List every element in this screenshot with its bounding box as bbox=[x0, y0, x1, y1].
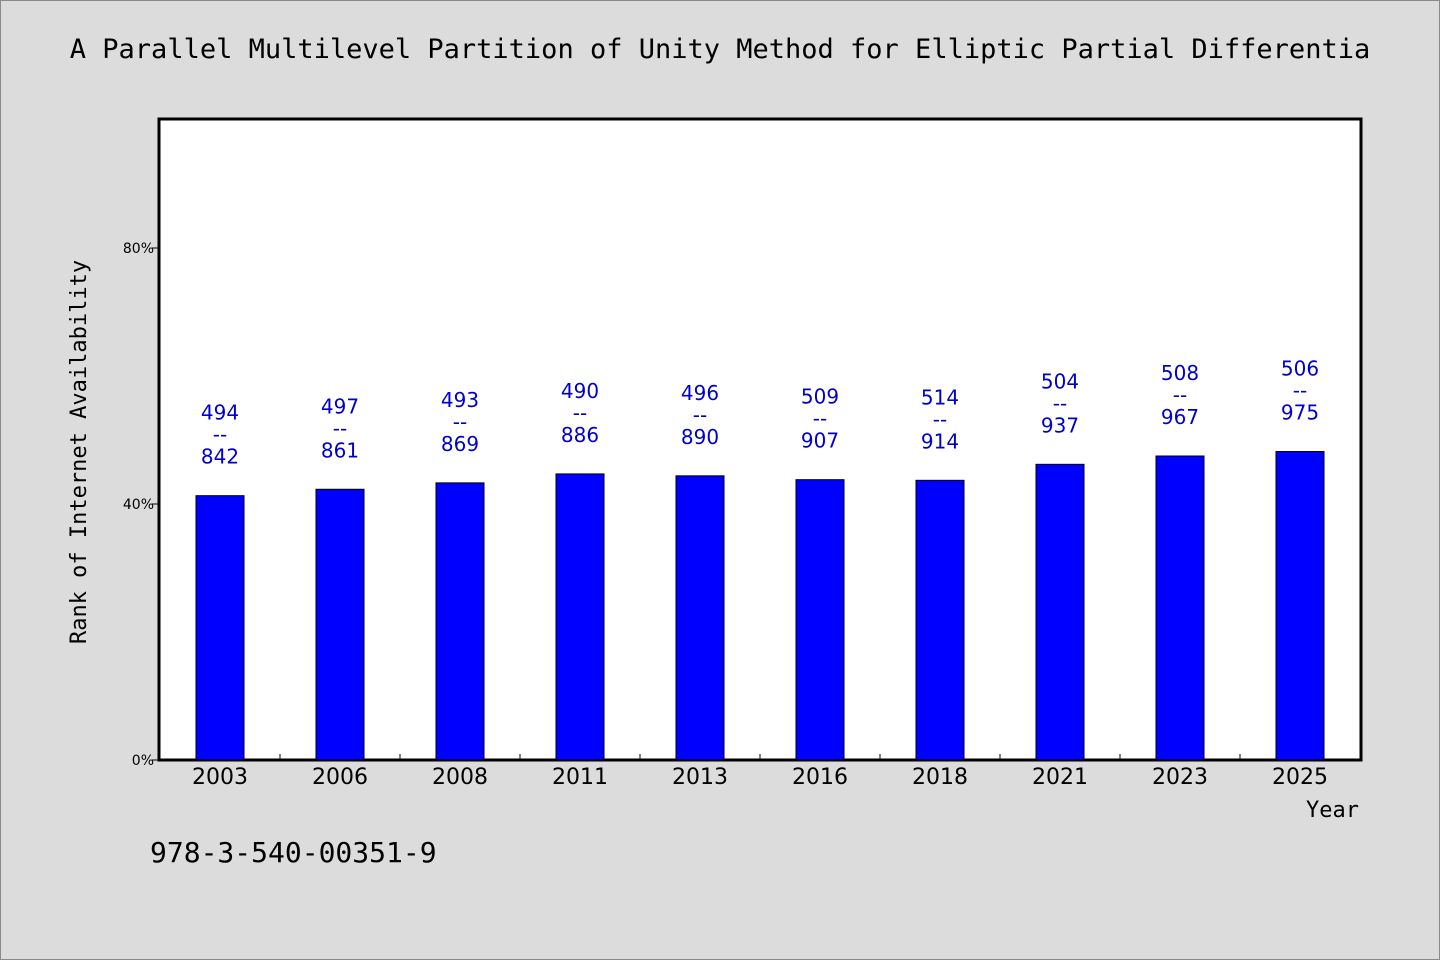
x-tick-label: 2003 bbox=[192, 765, 248, 790]
bars bbox=[195, 451, 1325, 761]
bar bbox=[915, 479, 965, 761]
data-label: -- bbox=[1293, 379, 1307, 403]
data-label: -- bbox=[1173, 383, 1187, 407]
y-axis-label: Rank of Internet Availability bbox=[67, 260, 92, 644]
data-label: 506 bbox=[1281, 357, 1319, 381]
bar bbox=[315, 488, 365, 761]
bar bbox=[435, 482, 485, 761]
data-label: 890 bbox=[681, 425, 719, 449]
bar bbox=[195, 495, 245, 761]
data-label: 514 bbox=[921, 385, 959, 409]
data-label: 494 bbox=[201, 401, 239, 425]
data-label: 842 bbox=[201, 445, 239, 469]
data-label: -- bbox=[933, 407, 947, 431]
x-tick-label: 2013 bbox=[672, 765, 728, 790]
x-axis-label: Year bbox=[1306, 798, 1359, 823]
data-label: -- bbox=[1053, 391, 1067, 415]
data-label: 493 bbox=[441, 388, 479, 412]
data-label: 907 bbox=[801, 429, 839, 453]
x-axis: 2003 2006 2008 2011 2013 2016 2018 2021 2023 2025 bbox=[192, 754, 1328, 790]
data-label: -- bbox=[213, 423, 227, 447]
isbn-text: 978-3-540-00351-9 bbox=[150, 836, 437, 869]
data-label: 497 bbox=[321, 394, 359, 418]
data-label: 496 bbox=[681, 381, 719, 405]
data-label: 861 bbox=[321, 438, 359, 462]
y-tick-label: 80% bbox=[123, 241, 154, 257]
data-label: 914 bbox=[921, 429, 959, 453]
data-label: 967 bbox=[1161, 405, 1199, 429]
data-label: 975 bbox=[1281, 401, 1319, 425]
x-tick-label: 2023 bbox=[1152, 765, 1208, 790]
data-label: 508 bbox=[1161, 361, 1199, 385]
data-label: -- bbox=[453, 410, 467, 434]
data-label: 869 bbox=[441, 432, 479, 456]
bar bbox=[1155, 455, 1205, 761]
bar bbox=[555, 473, 605, 761]
data-label: 937 bbox=[1041, 413, 1079, 437]
data-label: 490 bbox=[561, 379, 599, 403]
x-tick-label: 2006 bbox=[312, 765, 368, 790]
data-labels: 494--842497--861493--869490--886496--890… bbox=[201, 357, 1319, 469]
data-label: -- bbox=[813, 407, 827, 431]
y-tick-label: 0% bbox=[132, 753, 154, 769]
data-label: -- bbox=[693, 403, 707, 427]
bar bbox=[795, 479, 845, 761]
x-tick-label: 2021 bbox=[1032, 765, 1088, 790]
y-axis: 0% 40% 80% bbox=[123, 241, 160, 769]
x-tick-label: 2011 bbox=[552, 765, 608, 790]
data-label: 509 bbox=[801, 385, 839, 409]
data-label: -- bbox=[573, 401, 587, 425]
x-tick-label: 2008 bbox=[432, 765, 488, 790]
x-tick-label: 2016 bbox=[792, 765, 848, 790]
y-tick-label: 40% bbox=[123, 497, 154, 513]
data-label: -- bbox=[333, 416, 347, 440]
bar bbox=[1035, 463, 1085, 761]
bar bbox=[675, 475, 725, 761]
data-label: 504 bbox=[1041, 369, 1079, 393]
chart-title: A Parallel Multilevel Partition of Unity… bbox=[69, 34, 1371, 65]
x-tick-label: 2025 bbox=[1272, 765, 1328, 790]
data-label: 886 bbox=[561, 423, 599, 447]
x-tick-label: 2018 bbox=[912, 765, 968, 790]
bar bbox=[1275, 451, 1325, 761]
